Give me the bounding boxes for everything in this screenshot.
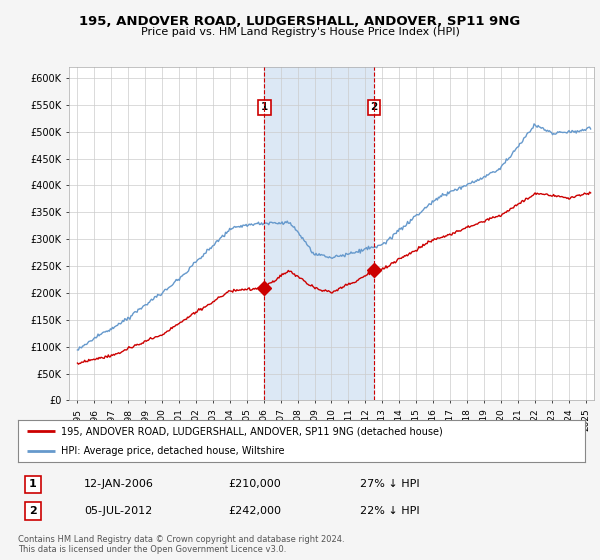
Text: 2: 2 (29, 506, 37, 516)
Text: 22% ↓ HPI: 22% ↓ HPI (360, 506, 419, 516)
Text: 27% ↓ HPI: 27% ↓ HPI (360, 479, 419, 489)
Bar (265, 67, 374, 400)
Text: 2: 2 (370, 102, 377, 112)
Text: Contains HM Land Registry data © Crown copyright and database right 2024.
This d: Contains HM Land Registry data © Crown c… (18, 535, 344, 554)
Text: £242,000: £242,000 (228, 506, 281, 516)
Text: 05-JUL-2012: 05-JUL-2012 (84, 506, 152, 516)
Text: 1: 1 (29, 479, 37, 489)
Text: Price paid vs. HM Land Registry's House Price Index (HPI): Price paid vs. HM Land Registry's House … (140, 27, 460, 38)
Text: 12-JAN-2006: 12-JAN-2006 (84, 479, 154, 489)
Text: £210,000: £210,000 (228, 479, 281, 489)
Text: HPI: Average price, detached house, Wiltshire: HPI: Average price, detached house, Wilt… (61, 446, 284, 456)
Text: 195, ANDOVER ROAD, LUDGERSHALL, ANDOVER, SP11 9NG (detached house): 195, ANDOVER ROAD, LUDGERSHALL, ANDOVER,… (61, 426, 442, 436)
Text: 195, ANDOVER ROAD, LUDGERSHALL, ANDOVER, SP11 9NG: 195, ANDOVER ROAD, LUDGERSHALL, ANDOVER,… (79, 15, 521, 28)
Text: 1: 1 (261, 102, 268, 112)
